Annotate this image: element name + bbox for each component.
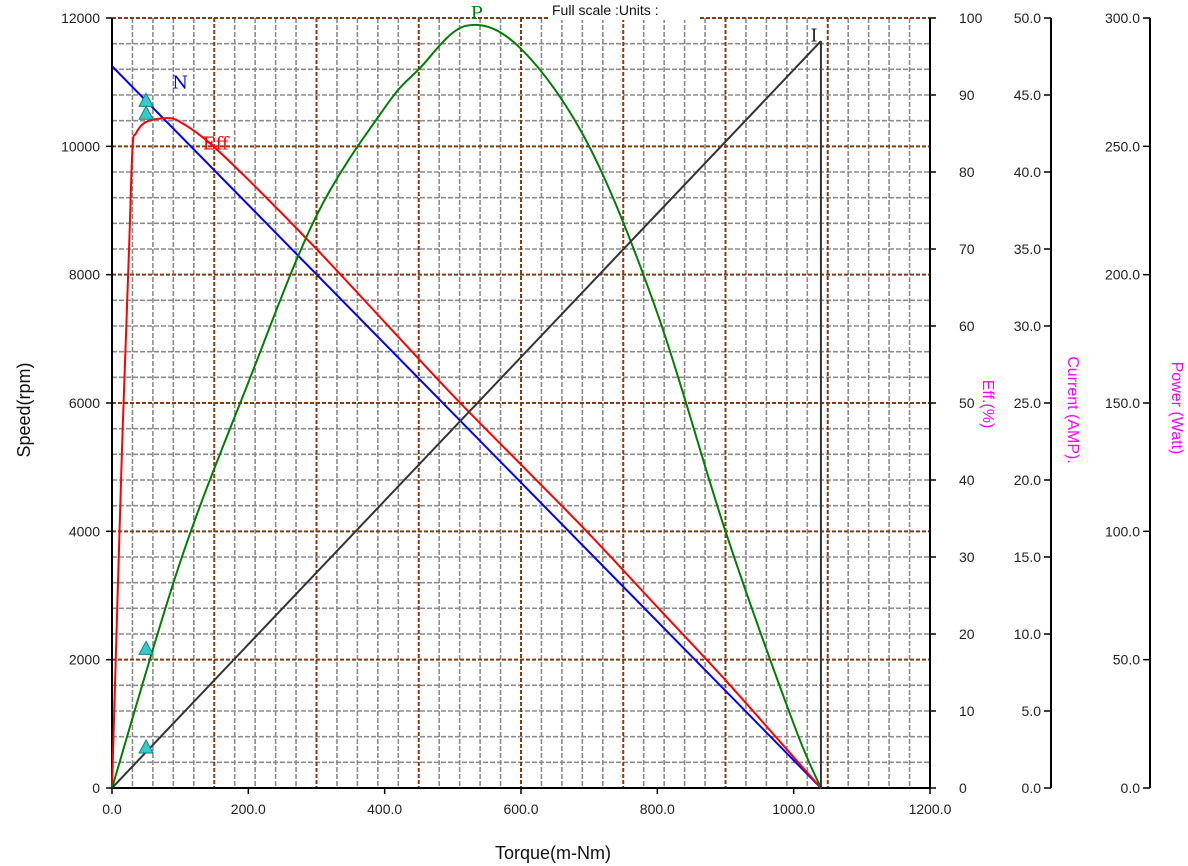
- power-tick-label: 300.0: [1105, 10, 1140, 26]
- eff-tick-label: 90: [959, 87, 975, 103]
- x-tick-label: 600.0: [503, 801, 538, 817]
- eff-tick-label: 50: [959, 395, 975, 411]
- current-tick-label: 15.0: [1014, 549, 1041, 565]
- current-tick-label: 50.0: [1014, 10, 1041, 26]
- x-tick-label: 400.0: [367, 801, 402, 817]
- curve-label-p: P: [471, 3, 483, 24]
- speed-tick-label: 4000: [69, 523, 100, 539]
- speed-tick-label: 10000: [61, 138, 100, 154]
- current-tick-label: 40.0: [1014, 164, 1041, 180]
- current-tick-label: 30.0: [1014, 318, 1041, 334]
- power-tick-label: 100.0: [1105, 523, 1140, 539]
- eff-tick-label: 100: [959, 10, 983, 26]
- current-tick-label: 45.0: [1014, 87, 1041, 103]
- eff-tick-label: 70: [959, 241, 975, 257]
- current-tick-label: 35.0: [1014, 241, 1041, 257]
- speed-tick-label: 6000: [69, 395, 100, 411]
- power-tick-label: 0.0: [1121, 780, 1141, 796]
- speed-axis-title: Speed(rpm): [14, 362, 34, 457]
- eff-axis-title: Eff.(%): [979, 380, 996, 429]
- current-tick-label: 5.0: [1022, 703, 1042, 719]
- x-tick-label: 200.0: [231, 801, 266, 817]
- markers: [138, 92, 154, 754]
- x-tick-label: 1000.0: [772, 801, 815, 817]
- x-tick-label: 800.0: [640, 801, 675, 817]
- series: [111, 23, 822, 789]
- x-tick-label: 0.0: [102, 801, 122, 817]
- eff-tick-label: 10: [959, 703, 975, 719]
- power-tick-label: 250.0: [1105, 138, 1140, 154]
- current-tick-label: 0.0: [1022, 780, 1042, 796]
- power-tick-label: 200.0: [1105, 267, 1140, 283]
- current-tick-label: 25.0: [1014, 395, 1041, 411]
- current-axis-title: Current (AMP).: [1064, 356, 1081, 464]
- title-background: [548, 2, 698, 20]
- series-line-n: [111, 65, 822, 789]
- x-axis-title: Torque(m-Nm): [495, 843, 611, 863]
- x-tick-label: 1200.0: [909, 801, 952, 817]
- eff-tick-label: 0: [959, 780, 967, 796]
- current-tick-label: 20.0: [1014, 472, 1041, 488]
- series-line-eff: [111, 117, 822, 789]
- eff-tick-label: 30: [959, 549, 975, 565]
- speed-tick-label: 12000: [61, 10, 100, 26]
- curve-label-i: I: [811, 25, 818, 46]
- current-tick-label: 10.0: [1014, 626, 1041, 642]
- series-line-p: [111, 23, 822, 789]
- speed-tick-label: 0: [92, 780, 100, 796]
- speed-tick-label: 8000: [69, 267, 100, 283]
- eff-tick-label: 80: [959, 164, 975, 180]
- axes: 0.0 200.0 400.0 600.0 800.0 1000.0 1200.002000…: [61, 10, 1151, 817]
- eff-tick-label: 40: [959, 472, 975, 488]
- power-tick-label: 50.0: [1113, 652, 1140, 668]
- eff-tick-label: 20: [959, 626, 975, 642]
- operating-point-marker: [138, 640, 154, 655]
- power-tick-label: 150.0: [1105, 395, 1140, 411]
- labels: N Eff P I: [172, 3, 817, 154]
- curve-label-eff: Eff: [203, 134, 230, 155]
- eff-tick-label: 60: [959, 318, 975, 334]
- chart-title: Full scale :Units :: [552, 2, 659, 18]
- operating-point-marker: [138, 738, 154, 754]
- operating-point-marker: [138, 105, 154, 120]
- curve-label-n: N: [172, 73, 188, 94]
- grid: [112, 17, 931, 788]
- speed-tick-label: 2000: [69, 652, 100, 668]
- power-axis-title: Power (Watt): [1168, 362, 1185, 455]
- series-line-i: [111, 40, 822, 789]
